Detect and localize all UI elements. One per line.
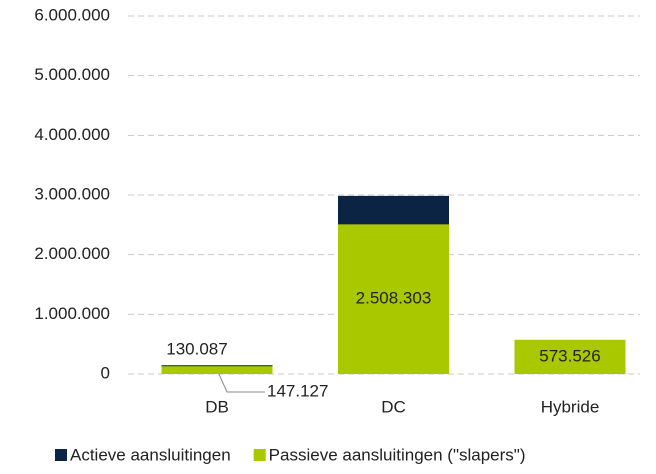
y-tick-label: 3.000.000 bbox=[34, 184, 110, 203]
bar-segment bbox=[338, 224, 449, 374]
legend-label: Actieve aansluitingen bbox=[70, 445, 231, 464]
y-tick-label: 2.000.000 bbox=[34, 244, 110, 263]
value-label: 573.526 bbox=[539, 346, 600, 365]
y-tick-label: 0 bbox=[101, 363, 110, 382]
x-tick-label: DC bbox=[381, 397, 406, 416]
y-tick-label: 4.000.000 bbox=[34, 125, 110, 144]
y-tick-label: 6.000.000 bbox=[34, 5, 110, 24]
x-tick-label: DB bbox=[205, 397, 229, 416]
bar-segment bbox=[161, 366, 273, 374]
legend-swatch bbox=[55, 449, 67, 461]
y-tick-label: 1.000.000 bbox=[34, 304, 110, 323]
value-label: 147.127 bbox=[267, 381, 328, 400]
x-tick-label: Hybride bbox=[541, 397, 600, 416]
bar-segment bbox=[514, 339, 626, 374]
y-tick-label: 5.000.000 bbox=[34, 65, 110, 84]
leader-line bbox=[216, 369, 265, 393]
value-label: 2.508.303 bbox=[356, 289, 432, 308]
value-label: 130.087 bbox=[166, 339, 227, 358]
legend-label: Passieve aansluitingen ("slapers") bbox=[269, 445, 526, 464]
legend-swatch bbox=[253, 449, 266, 461]
